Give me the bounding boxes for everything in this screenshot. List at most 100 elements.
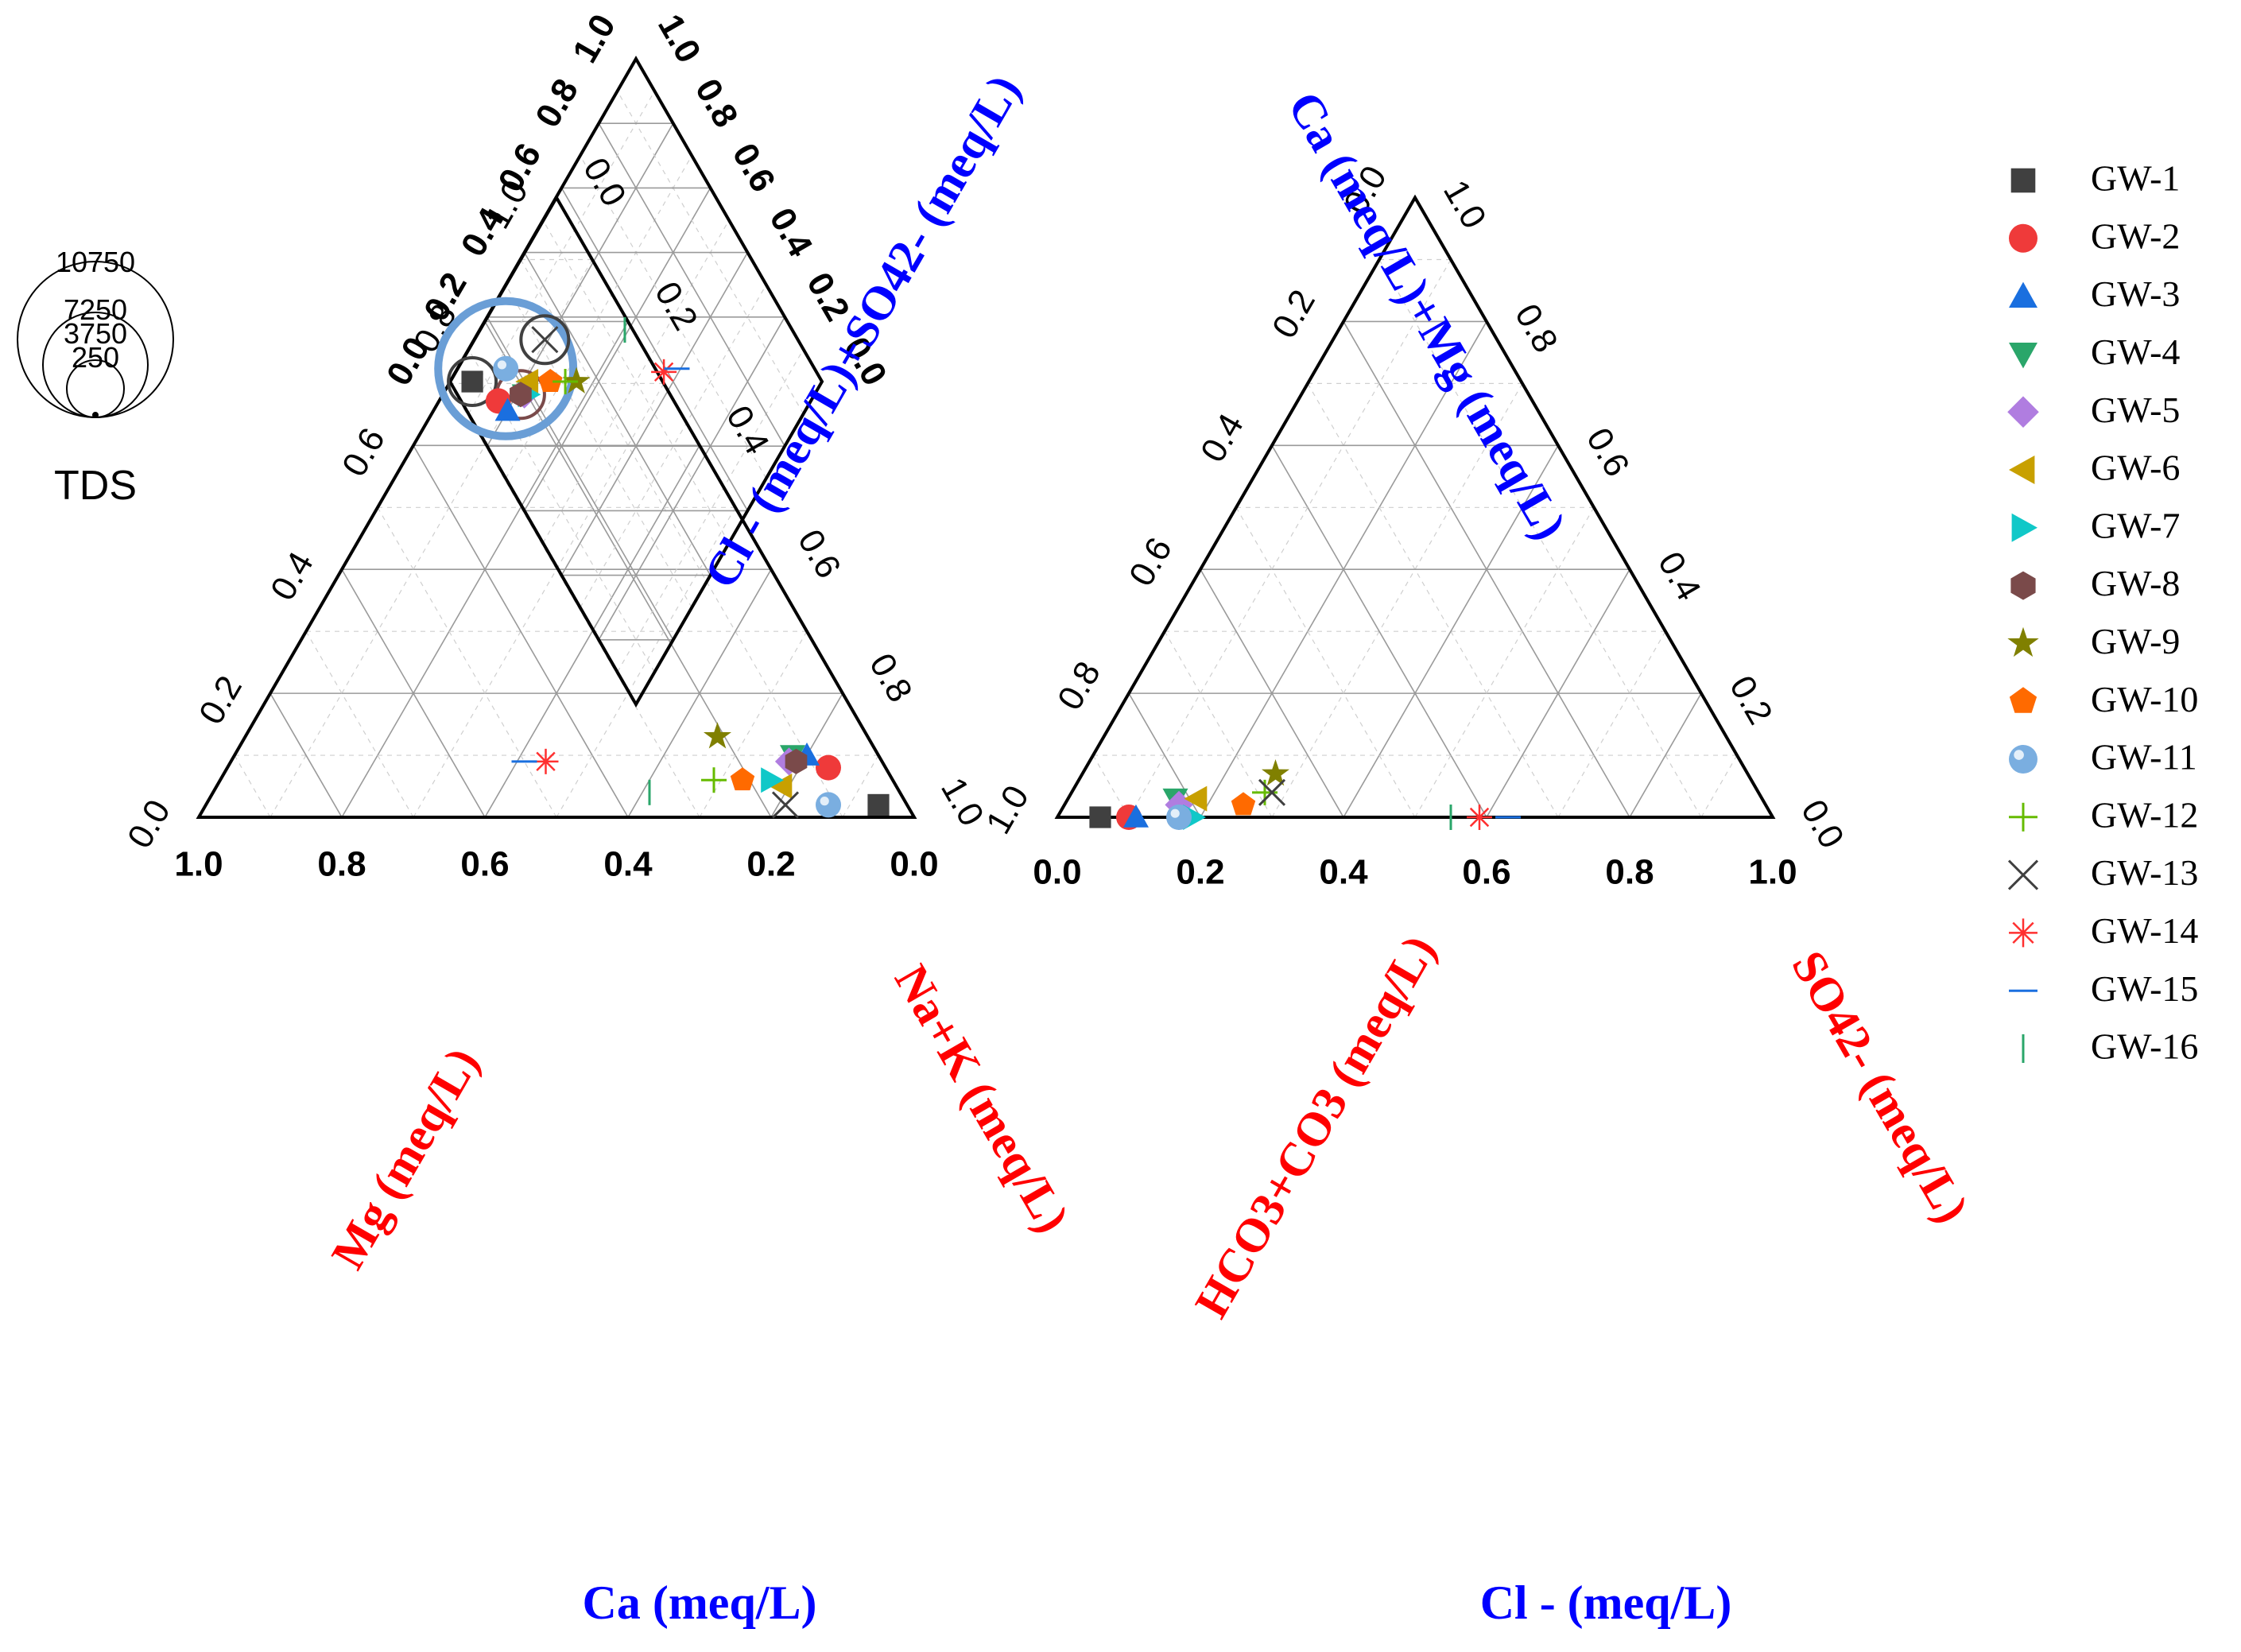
anion-left-tick-label: 0.8 [1050, 655, 1108, 716]
gw-3-anion-point [1123, 805, 1149, 828]
gw-12-legend-marker [2009, 802, 2037, 832]
gw-12-anion-point [1252, 779, 1278, 805]
anion-gridline [1128, 259, 1452, 818]
cation-tick-mark [304, 630, 308, 633]
cation-left-tick-label: 0.4 [263, 545, 321, 607]
gw-13-cation-point [771, 791, 800, 819]
anion-tick-mark [1735, 754, 1739, 757]
diamond-gridline [598, 316, 785, 641]
anion-right-tick-label: 0.6 [1579, 421, 1637, 483]
anion-gridline [1307, 383, 1559, 818]
anion-cl-axis-label: Cl - (meq/L) [1480, 1576, 1732, 1629]
gw-3-legend-marker [2009, 281, 2037, 308]
cation-right-tick-label: 0.6 [790, 523, 848, 584]
diamond-gridline [560, 252, 749, 576]
anion-left-tick-label: 0.4 [1193, 407, 1251, 468]
gw-2-cation-point [816, 754, 841, 781]
cation-right-tick-label: 0.2 [647, 275, 705, 336]
legend-entry-label: GW-6 [2091, 448, 2180, 488]
anion-tick-mark [1235, 506, 1238, 509]
diamond-right-tick-label: 1.0 [650, 8, 708, 69]
anion-gridline [1271, 383, 1523, 818]
cation-tick-mark [591, 258, 594, 262]
legend-entry-label: GW-3 [2091, 273, 2180, 314]
anion-right-tick-label: 0.2 [1722, 669, 1780, 731]
legend-entry-label: GW-1 [2091, 158, 2180, 199]
legend-entry-label: GW-7 [2091, 505, 2180, 545]
legend-entry-label: GW-12 [2091, 794, 2198, 835]
cation-tick-mark [841, 692, 844, 695]
legend-entry-label: GW-4 [2091, 332, 2180, 372]
anion-tick-mark [1700, 692, 1703, 695]
gw-9-legend-marker [2007, 626, 2039, 657]
legend-entry-label: GW-2 [2091, 215, 2180, 256]
gw-1-cation-point [867, 793, 890, 816]
gw-1-legend-marker [2010, 168, 2036, 193]
gw-10-anion-point [1231, 792, 1256, 816]
cation-bottom-tick-label: 1.0 [174, 845, 223, 884]
anion-right-tick-label: 0.4 [1650, 545, 1708, 607]
diamond-right-tick-label: 0.4 [762, 201, 820, 263]
gw-4-legend-marker [2009, 343, 2037, 369]
cation-tick-mark [483, 320, 487, 323]
cation-gridline [269, 259, 593, 818]
cation-tick-mark [877, 754, 880, 757]
anion-hco3-axis-label: HCO3+CO3 (meq/L) [1184, 926, 1445, 1326]
cation-gridline [556, 506, 736, 818]
legend-entry-label: GW-11 [2091, 737, 2197, 778]
gw-9-diamond-point [562, 366, 591, 394]
anion-tick-mark [1378, 258, 1381, 262]
cation-tick-mark [698, 444, 701, 447]
cation-right-tick-label: 0.0 [576, 151, 634, 212]
cation-bottom-tick-label: 0.2 [746, 845, 795, 884]
anion-tick-mark [1091, 754, 1095, 757]
legend-entry-label: GW-16 [2091, 1026, 2198, 1067]
gw-6-cation-point [769, 774, 793, 800]
legend-entry-label: GW-10 [2091, 679, 2198, 719]
tds-legend-value: 7250 [64, 293, 127, 326]
tds-legend-value: 250 [72, 341, 119, 374]
anion-tick-mark [1163, 630, 1166, 633]
anion-right-tick-label: 0.0 [1793, 793, 1851, 855]
grid-layer [234, 91, 1738, 818]
diamond-left-tick-label: 1.0 [565, 8, 623, 69]
cation-left-tick-label: 0.0 [120, 793, 178, 855]
gw-6-anion-point [1184, 785, 1208, 812]
anion-right-tick-label: 1.0 [1436, 173, 1494, 235]
cation-tick-mark [483, 816, 487, 819]
gw-1-anion-point [1089, 806, 1111, 828]
gw-2-legend-marker [2009, 223, 2037, 253]
legend-entry-label: GW-5 [2091, 390, 2180, 430]
diamond-gridline [523, 188, 711, 511]
diamond-right-tick-label: 0.6 [725, 137, 783, 198]
tds-legend-title: TDS [54, 463, 137, 509]
anion-gridline [1235, 506, 1416, 818]
anion-tick-mark [1306, 382, 1309, 385]
gw-11-legend-marker [2009, 745, 2037, 774]
gw-10-legend-marker [2009, 687, 2037, 713]
anion-tick-mark [1342, 816, 1345, 819]
frame-layer [196, 55, 1776, 819]
cation-gridline [842, 754, 879, 818]
anion-tick-mark [1199, 568, 1202, 571]
gw-8-legend-marker [2010, 571, 2036, 600]
anion-bottom-tick-label: 0.8 [1605, 853, 1654, 892]
tds-legend-value: 3750 [64, 317, 127, 350]
diamond-gridline [523, 252, 711, 576]
anion-gridline [1700, 754, 1738, 818]
gw-6-legend-marker [2009, 456, 2035, 484]
gw-11-cation-point [816, 792, 841, 818]
cation-bottom-tick-label: 0.8 [317, 845, 366, 884]
cation-gridline [377, 506, 557, 818]
anion-gridline [1486, 568, 1630, 818]
anion-bottom-tick-label: 0.4 [1319, 853, 1368, 892]
cation-tick-mark [340, 816, 343, 819]
anion-gridline [1557, 630, 1666, 818]
gw-14-legend-marker [2009, 918, 2037, 948]
legend-entry-label: GW-14 [2091, 910, 2198, 951]
cation-tick-mark [770, 816, 773, 819]
anion-gridline [1629, 692, 1702, 818]
gw-13-diamond-point [531, 326, 559, 354]
